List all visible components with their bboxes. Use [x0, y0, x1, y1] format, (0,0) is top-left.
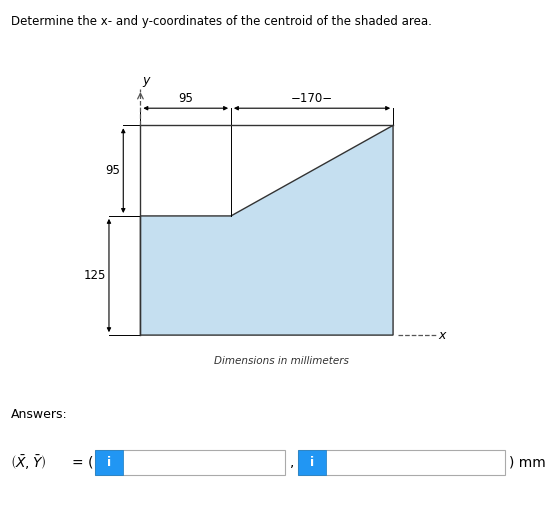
- Text: = (: = (: [72, 455, 94, 469]
- FancyBboxPatch shape: [298, 450, 326, 475]
- Text: $\left(\bar{X}, \bar{Y}\right)$: $\left(\bar{X}, \bar{Y}\right)$: [10, 453, 46, 472]
- FancyBboxPatch shape: [95, 450, 123, 475]
- Text: ,: ,: [290, 455, 294, 469]
- FancyBboxPatch shape: [298, 450, 505, 475]
- Text: y: y: [142, 74, 150, 87]
- Text: Dimensions in millimeters: Dimensions in millimeters: [213, 356, 349, 366]
- Text: i: i: [107, 456, 111, 469]
- Text: Answers:: Answers:: [11, 408, 68, 421]
- FancyBboxPatch shape: [95, 450, 285, 475]
- Text: i: i: [310, 456, 314, 469]
- Text: 125: 125: [84, 269, 106, 282]
- Polygon shape: [140, 125, 393, 335]
- Text: −170−: −170−: [291, 92, 333, 105]
- Text: Determine the x- and y-coordinates of the centroid of the shaded area.: Determine the x- and y-coordinates of th…: [11, 15, 432, 28]
- Text: 95: 95: [106, 164, 120, 177]
- Text: x: x: [439, 329, 446, 342]
- Text: 95: 95: [178, 92, 193, 105]
- Text: ) mm: ) mm: [509, 455, 546, 469]
